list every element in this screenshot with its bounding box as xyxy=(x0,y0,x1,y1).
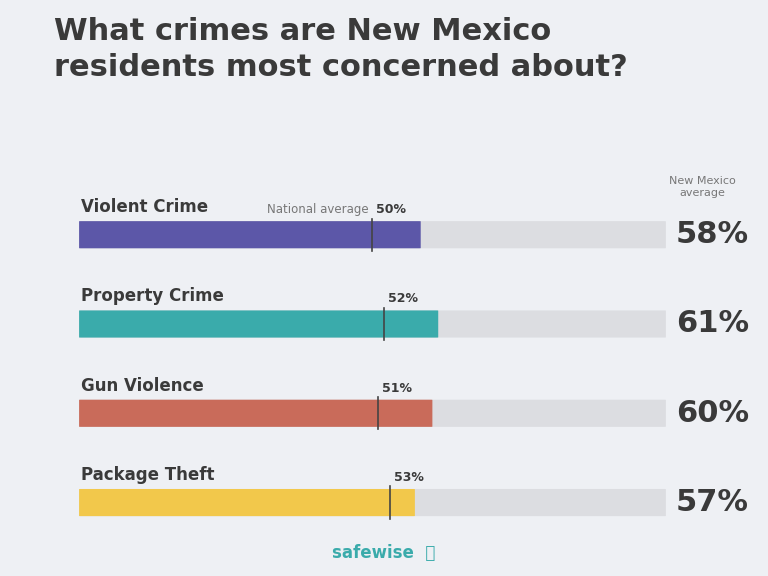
Text: 50%: 50% xyxy=(376,203,406,216)
Text: 53%: 53% xyxy=(394,471,424,484)
FancyBboxPatch shape xyxy=(79,310,439,338)
Text: What crimes are New Mexico
residents most concerned about?: What crimes are New Mexico residents mos… xyxy=(54,17,627,82)
Text: Violent Crime: Violent Crime xyxy=(81,198,208,216)
Text: 52%: 52% xyxy=(388,292,418,305)
Text: 57%: 57% xyxy=(676,488,749,517)
Text: 51%: 51% xyxy=(382,381,412,395)
FancyBboxPatch shape xyxy=(79,221,666,248)
Text: 58%: 58% xyxy=(676,220,749,249)
FancyBboxPatch shape xyxy=(79,221,421,248)
Text: Package Theft: Package Theft xyxy=(81,466,214,484)
Text: New Mexico
average: New Mexico average xyxy=(670,176,736,198)
Text: 60%: 60% xyxy=(676,399,749,428)
Text: National average: National average xyxy=(267,203,369,216)
Text: 61%: 61% xyxy=(676,309,749,339)
FancyBboxPatch shape xyxy=(79,310,666,338)
FancyBboxPatch shape xyxy=(79,489,666,516)
Text: Gun Violence: Gun Violence xyxy=(81,377,204,395)
FancyBboxPatch shape xyxy=(79,489,415,516)
FancyBboxPatch shape xyxy=(79,400,666,427)
FancyBboxPatch shape xyxy=(79,400,432,427)
Text: safewise  🦉: safewise 🦉 xyxy=(333,544,435,562)
Text: Property Crime: Property Crime xyxy=(81,287,223,305)
